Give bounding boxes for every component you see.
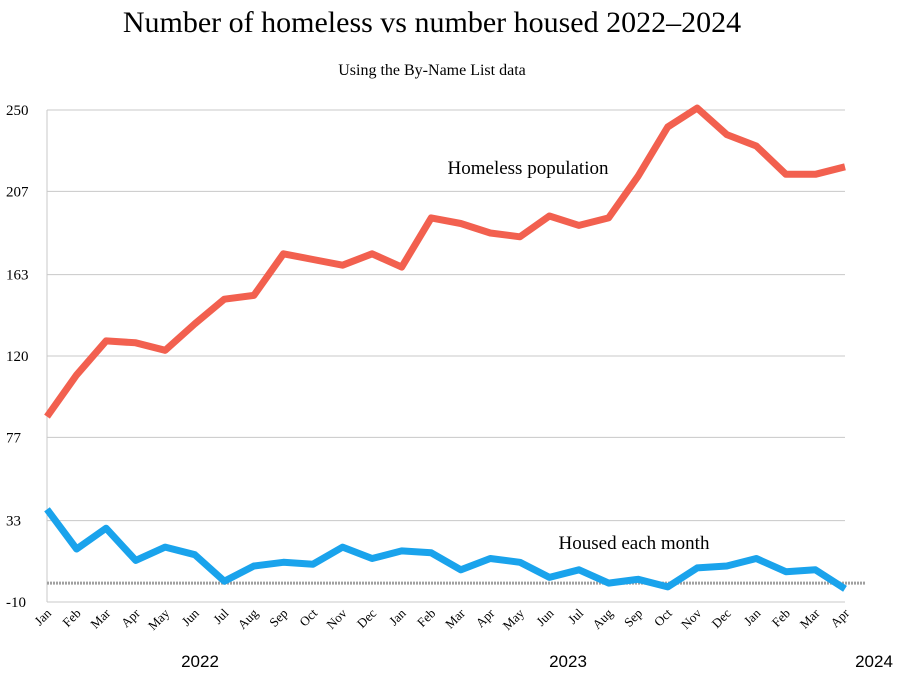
- series-label-1: Housed each month: [559, 533, 710, 554]
- y-tick-label: 163: [6, 268, 29, 284]
- y-tick-label: 120: [6, 349, 29, 365]
- x-tick-label: Jun: [179, 605, 203, 629]
- x-tick-label: Dec: [354, 605, 380, 631]
- chart-title: Number of homeless vs number housed 2022…: [123, 6, 741, 39]
- x-tick-label: Mar: [797, 605, 823, 631]
- y-axis-ticks: -10 33 77 120 163 207 250: [6, 103, 29, 611]
- chart-subtitle: Using the By-Name List data: [338, 62, 526, 79]
- x-tick-label: Nov: [678, 605, 705, 632]
- x-tick-label: Jul: [565, 605, 587, 627]
- x-tick-label: Dec: [708, 605, 734, 631]
- x-tick-label: Oct: [296, 605, 320, 629]
- y-tick-label: 207: [6, 184, 29, 200]
- x-tick-label: Jun: [533, 605, 557, 629]
- series-line-1: [44, 507, 847, 592]
- series-line-0: [44, 104, 846, 419]
- x-tick-label: Jan: [386, 605, 409, 628]
- series-labels: Homeless population Housed each month: [448, 158, 710, 554]
- x-tick-label: Feb: [769, 606, 793, 630]
- year-labels: 2022 2023 2024: [181, 652, 893, 671]
- year-label: 2022: [181, 652, 219, 671]
- y-tick-label: 33: [6, 514, 21, 530]
- x-tick-label: Mar: [87, 605, 113, 631]
- x-tick-label: Apr: [473, 605, 498, 630]
- y-tick-label: 250: [6, 103, 29, 119]
- x-axis-ticks: Jan Feb Mar Apr May Jun Jul Aug Sep Oct Nov Dec Jan F…: [31, 605, 852, 633]
- x-tick-label: Apr: [827, 605, 852, 630]
- x-tick-label: Jul: [210, 605, 232, 627]
- x-tick-label: May: [145, 605, 173, 633]
- year-label: 2023: [549, 652, 587, 671]
- x-tick-label: Sep: [621, 606, 645, 630]
- x-tick-label: Feb: [414, 606, 438, 630]
- x-tick-label: Apr: [118, 605, 143, 630]
- x-tick-label: Aug: [589, 605, 616, 632]
- x-tick-label: Nov: [323, 605, 350, 632]
- y-tick-label: -10: [6, 595, 26, 611]
- year-label: 2024: [855, 652, 893, 671]
- x-tick-label: Oct: [651, 605, 675, 629]
- x-tick-label: Sep: [266, 606, 290, 630]
- series-label-0: Homeless population: [448, 158, 609, 179]
- x-tick-label: Aug: [235, 605, 262, 632]
- x-tick-label: Mar: [442, 605, 468, 631]
- series-lines: [44, 104, 847, 592]
- y-tick-label: 77: [6, 430, 22, 446]
- x-tick-label: Jan: [741, 605, 764, 628]
- x-tick-label: May: [500, 605, 528, 633]
- x-tick-label: Jan: [31, 605, 54, 628]
- gridlines: [46, 109, 866, 603]
- x-tick-label: Feb: [59, 606, 83, 630]
